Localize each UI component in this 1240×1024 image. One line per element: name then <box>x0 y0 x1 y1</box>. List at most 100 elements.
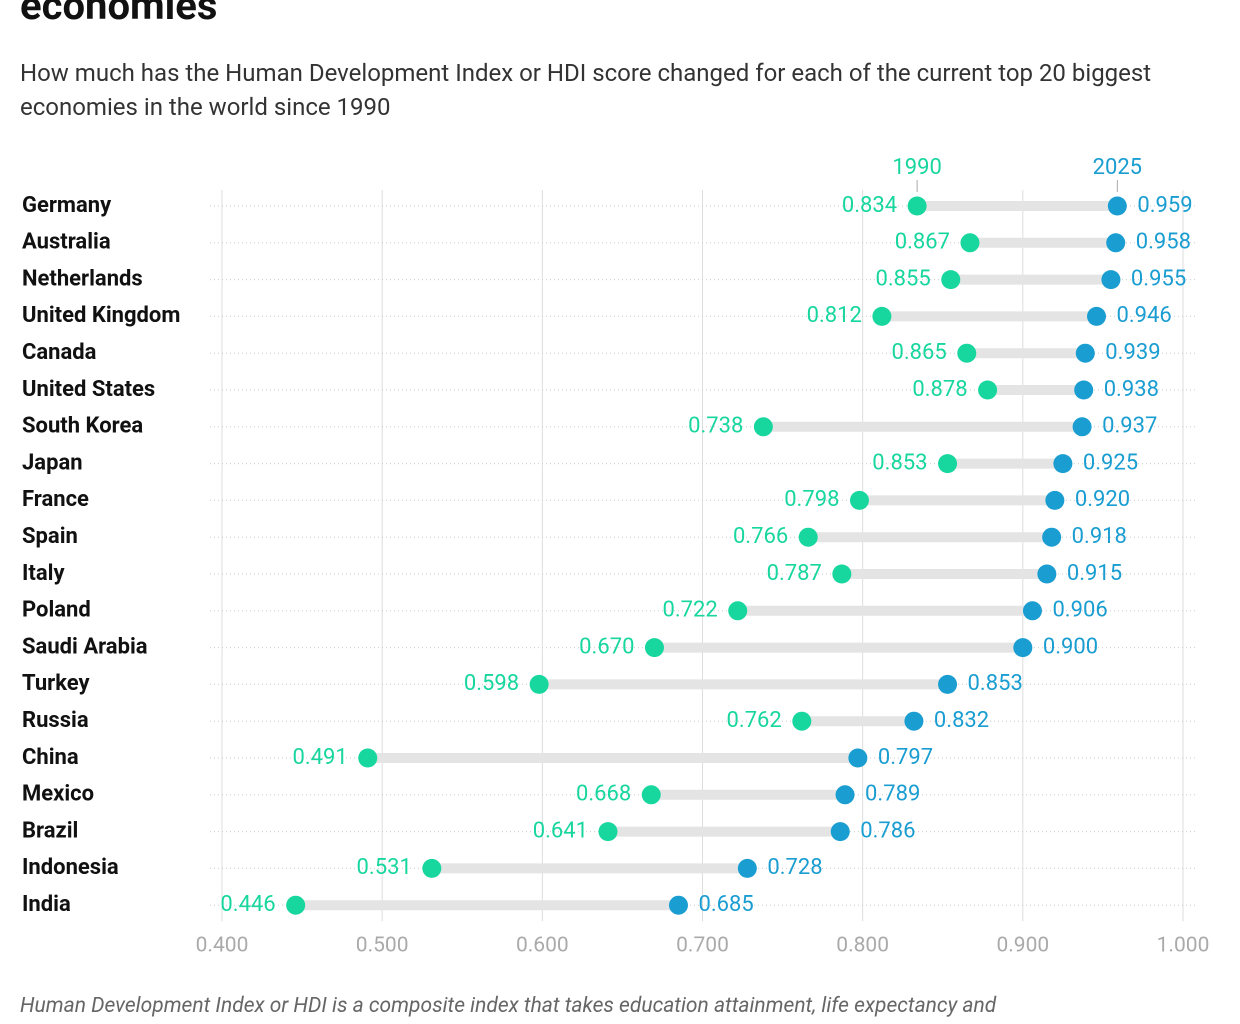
category-label: Russia <box>22 708 89 733</box>
value-label: 0.958 <box>1136 230 1191 255</box>
dot <box>358 748 378 768</box>
dot <box>644 638 664 658</box>
dot <box>728 601 748 621</box>
value-label: 0.766 <box>733 524 788 549</box>
chart-note: Human Development Index or HDI is a comp… <box>20 994 997 1018</box>
value-label: 0.937 <box>1102 414 1157 439</box>
value-label: 0.920 <box>1075 487 1130 512</box>
category-label: Spain <box>22 524 78 549</box>
dot <box>907 196 927 216</box>
dot <box>904 711 924 731</box>
dot <box>1106 233 1126 253</box>
chart: 0.400 0.500 0.600 0.700 0.800 0.900 1.000 Germa… <box>22 155 1209 958</box>
value-label: 0.900 <box>1043 634 1098 659</box>
category-label: Japan <box>22 450 83 475</box>
dot <box>1013 638 1033 658</box>
value-label: 0.786 <box>860 818 915 843</box>
value-label: 0.531 <box>357 855 412 880</box>
dot <box>938 454 958 474</box>
chart-title: economies <box>20 0 218 29</box>
legend-label: 1990 <box>892 155 941 180</box>
dot <box>1042 527 1062 547</box>
dot <box>830 822 850 842</box>
category-label: South Korea <box>22 414 143 439</box>
dot <box>1101 270 1121 290</box>
category-label: Saudi Arabia <box>22 634 148 659</box>
dot <box>978 380 998 400</box>
value-label: 0.798 <box>784 487 839 512</box>
dot <box>529 674 549 694</box>
value-label: 0.906 <box>1052 598 1107 623</box>
dot <box>1053 454 1073 474</box>
dot <box>832 564 852 584</box>
dot <box>792 711 812 731</box>
category-label: United Kingdom <box>22 303 180 328</box>
value-label: 0.728 <box>767 855 822 880</box>
value-label: 0.865 <box>892 340 947 365</box>
value-label: 0.685 <box>698 892 753 917</box>
category-label: Indonesia <box>22 855 119 880</box>
dot <box>1074 380 1094 400</box>
dot <box>849 490 869 510</box>
value-label: 0.722 <box>662 598 717 623</box>
dot <box>641 785 661 805</box>
value-label: 0.918 <box>1072 524 1127 549</box>
value-label: 0.812 <box>807 303 862 328</box>
x-tick-label: 0.600 <box>516 934 569 958</box>
dot <box>668 895 688 915</box>
value-label: 0.925 <box>1083 450 1138 475</box>
dot <box>1022 601 1042 621</box>
value-label: 0.915 <box>1067 561 1122 586</box>
category-label: United States <box>22 377 155 402</box>
value-label: 0.668 <box>576 782 631 807</box>
dot <box>598 822 618 842</box>
value-label: 0.491 <box>292 745 347 770</box>
x-tick-label: 0.700 <box>676 934 729 958</box>
value-label: 0.787 <box>767 561 822 586</box>
value-label: 0.955 <box>1131 266 1186 291</box>
dot <box>957 343 977 363</box>
value-label: 0.789 <box>865 782 920 807</box>
dot <box>753 417 773 437</box>
dot <box>848 748 868 768</box>
category-label: Brazil <box>22 818 78 843</box>
dot <box>960 233 980 253</box>
dot <box>941 270 961 290</box>
value-label: 0.641 <box>533 818 588 843</box>
dot <box>1045 490 1065 510</box>
value-label: 0.938 <box>1104 377 1159 402</box>
value-label: 0.670 <box>579 634 634 659</box>
value-label: 0.738 <box>688 414 743 439</box>
x-tick-label: 0.500 <box>356 934 409 958</box>
value-label: 0.446 <box>220 892 275 917</box>
value-label: 0.832 <box>934 708 989 733</box>
category-label: France <box>22 487 89 512</box>
value-label: 0.762 <box>727 708 782 733</box>
dot <box>938 674 958 694</box>
dot <box>1087 306 1107 326</box>
category-label: Turkey <box>22 671 90 696</box>
category-label: Poland <box>22 598 91 623</box>
category-label: Mexico <box>22 782 94 807</box>
category-label: China <box>22 745 79 770</box>
x-tick-label: 0.400 <box>196 934 249 958</box>
chart-subtitle: How much has the Human Development Index… <box>20 59 1152 121</box>
value-label: 0.834 <box>842 193 897 218</box>
dot <box>835 785 855 805</box>
dot <box>1037 564 1057 584</box>
dot <box>1072 417 1092 437</box>
value-label: 0.867 <box>895 230 950 255</box>
dot <box>1075 343 1095 363</box>
dot <box>737 858 757 878</box>
value-label: 0.878 <box>912 377 967 402</box>
dot <box>1107 196 1127 216</box>
legend-label: 2025 <box>1093 155 1142 180</box>
value-label: 0.855 <box>875 266 930 291</box>
x-tick-label: 0.800 <box>836 934 889 958</box>
value-label: 0.598 <box>464 671 519 696</box>
value-label: 0.797 <box>878 745 933 770</box>
category-label: Canada <box>22 340 97 365</box>
category-label: Australia <box>22 230 111 255</box>
value-label: 0.946 <box>1117 303 1172 328</box>
